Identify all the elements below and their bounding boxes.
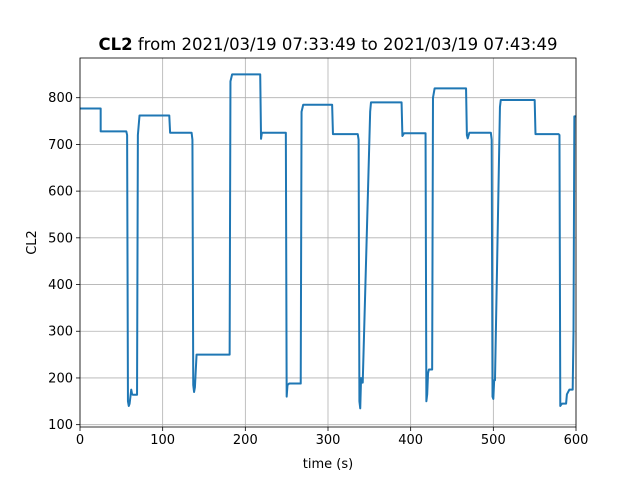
y-tick-label: 100 [48,418,73,433]
grid [79,58,577,427]
x-tick-label: 600 [564,433,589,448]
x-tick-label: 500 [481,433,506,448]
y-tick-label: 300 [48,325,73,340]
x-tick-label: 0 [76,433,84,448]
series-group [80,73,576,410]
chart-title-bold: CL2 [99,35,133,54]
y-tick-label: 400 [48,278,73,293]
y-axis-ticks: 100 200 300 400 500 600 700 800 [48,91,80,433]
series-line [80,73,576,410]
chart-title: CL2 from 2021/03/19 07:33:49 to 2021/03/… [99,35,558,54]
y-axis-label: CL2 [25,230,40,255]
chart-title-rest: from 2021/03/19 07:33:49 to 2021/03/19 0… [133,35,558,54]
y-tick-label: 200 [48,371,73,386]
x-axis-ticks: 0 100 200 300 400 500 600 [76,427,589,448]
x-tick-label: 200 [233,433,258,448]
y-tick-label: 800 [48,91,73,106]
x-tick-label: 100 [150,433,175,448]
y-tick-label: 700 [48,138,73,153]
y-tick-label: 500 [48,231,73,246]
x-tick-label: 300 [316,433,341,448]
x-axis-label: time (s) [303,457,353,472]
y-tick-label: 600 [48,185,73,200]
x-tick-label: 400 [398,433,423,448]
